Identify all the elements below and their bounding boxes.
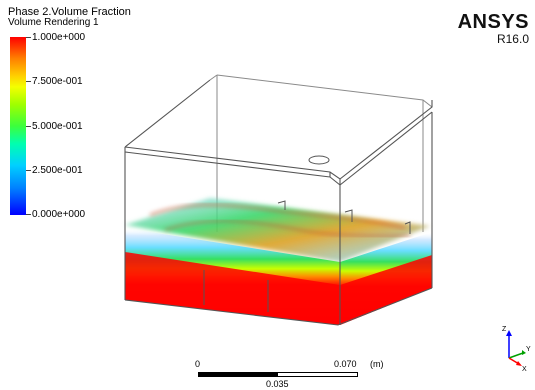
scale-bar [198,372,358,377]
outlet-port [308,155,330,165]
fluid-bulk-side [340,255,432,325]
scale-unit-label: (m) [370,359,384,369]
ansys-logo: ANSYS R16.0 [458,12,529,46]
legend-label-075: 7.500e-001 [32,76,83,87]
scale-mid-label: 0.035 [266,379,289,389]
legend-tick [26,37,31,38]
legend-tick [26,126,31,127]
fluid-surface [125,198,430,262]
legend-label-max: 1.000e+000 [32,32,86,43]
y-axis-line [508,352,524,359]
z-axis-arrow [506,330,512,336]
legend-tick [26,214,31,215]
legend-tick [26,170,31,171]
color-legend-bar [10,37,26,215]
x-axis-label: X [522,366,527,372]
legend-title: Phase 2.Volume Fraction [8,6,131,18]
y-axis-arrow [522,350,526,355]
axis-triad[interactable]: Z Y X [497,320,533,372]
brand-version: R16.0 [496,32,529,46]
z-axis-label: Z [502,326,507,333]
x-axis-arrow [516,361,522,366]
legend-tick [26,81,31,82]
brand-name: ANSYS [457,11,529,33]
legend-label-050: 5.000e-001 [32,121,83,132]
tank-front-edges [124,79,433,326]
fluid-bulk [125,252,340,325]
scale-end-label: 0.070 [334,359,357,369]
legend-label-min: 0.000e+000 [32,209,86,220]
scale-bar-fill [199,373,278,376]
y-axis-label: Y [526,346,531,353]
scale-start-label: 0 [195,359,201,369]
legend-label-025: 2.500e-001 [32,165,83,176]
internal-baffles [203,200,411,312]
legend-subtitle: Volume Rendering 1 [8,17,99,28]
